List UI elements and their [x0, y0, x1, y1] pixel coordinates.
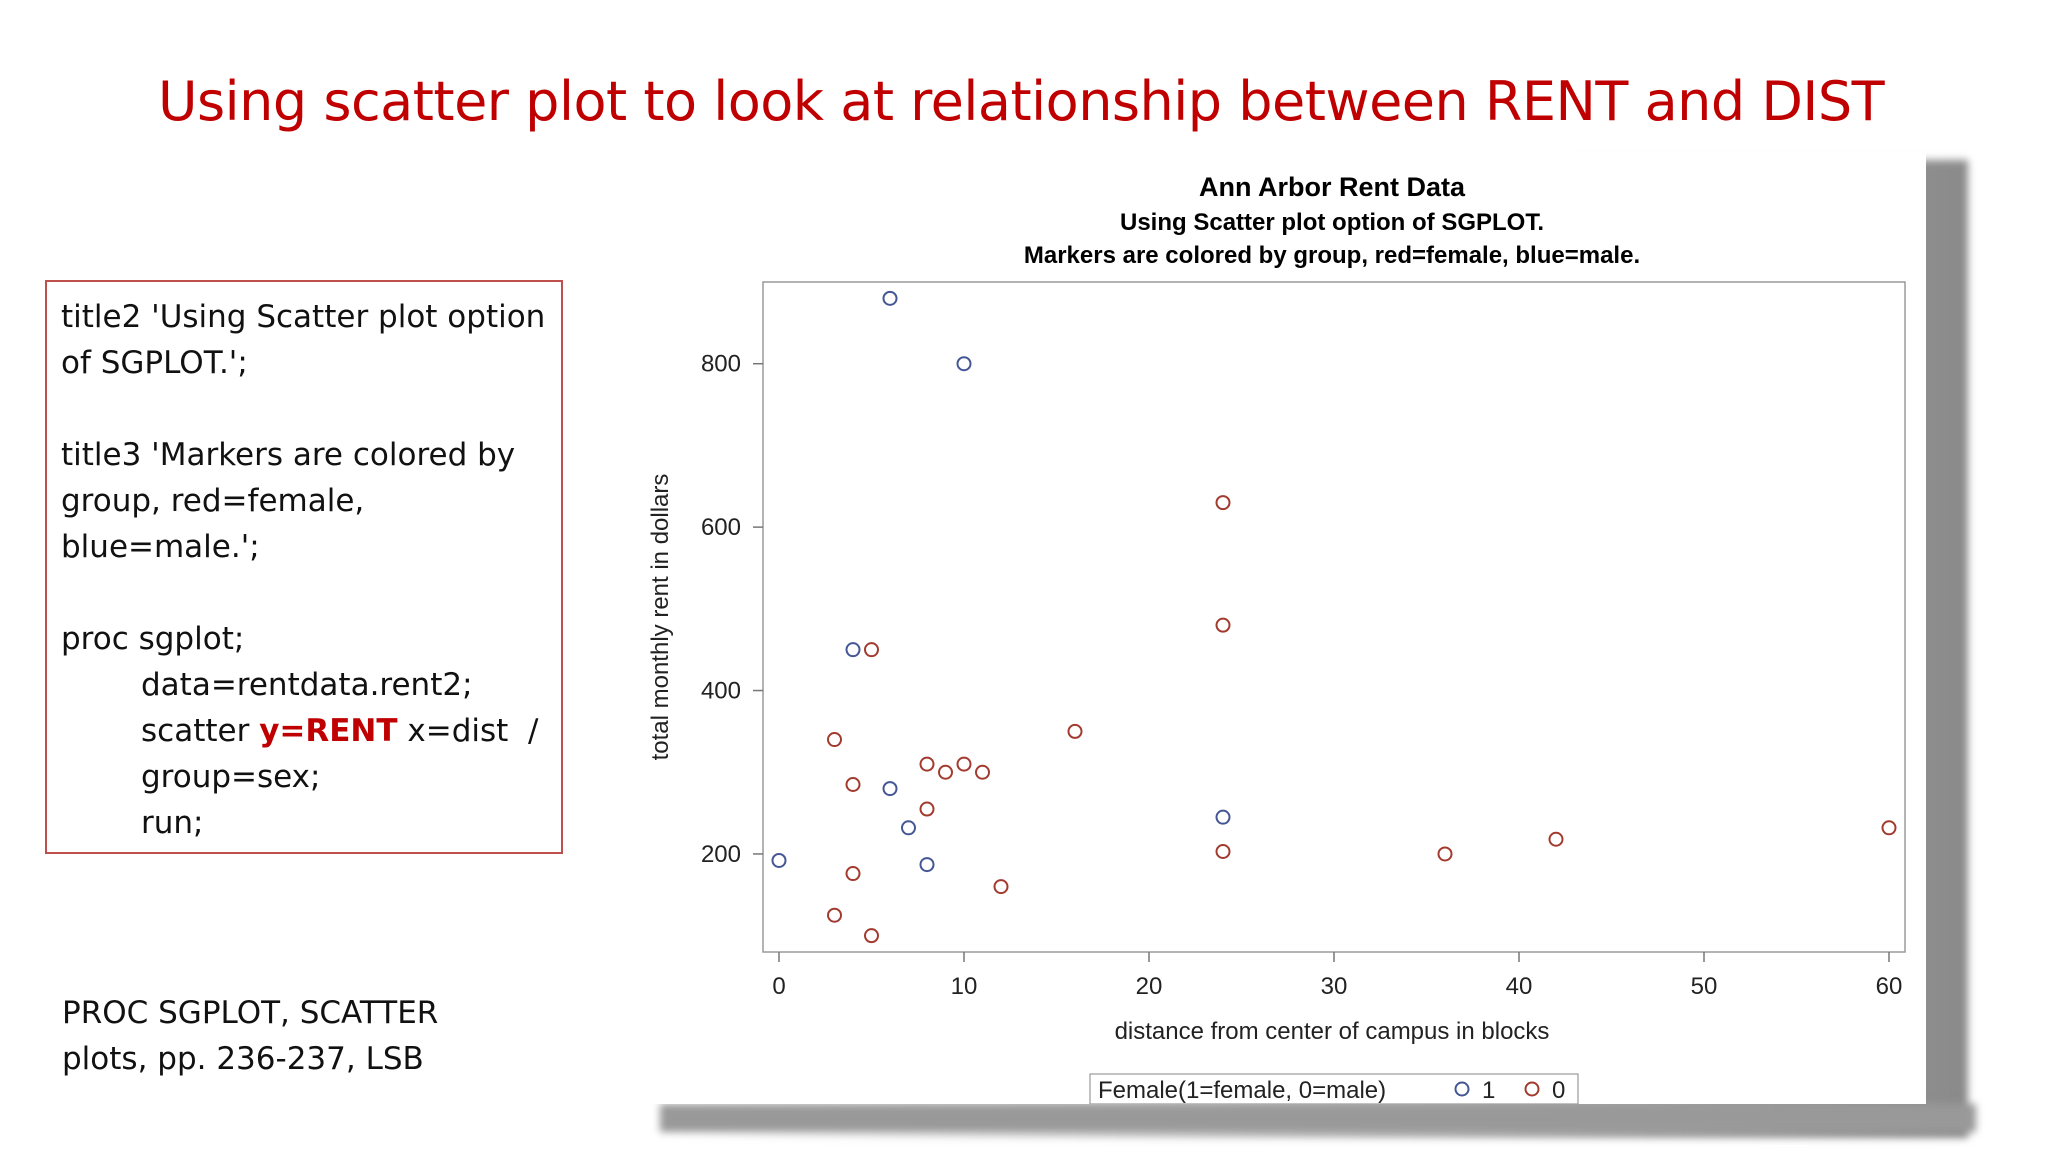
code-line: title2 'Using Scatter plot option — [61, 299, 546, 335]
x-axis-label: distance from center of campus in blocks — [1115, 1018, 1550, 1045]
code-line: blue=male.'; — [61, 529, 260, 565]
x-tick-label: 40 — [1506, 973, 1533, 1000]
code-gap — [61, 386, 547, 432]
code-line: title3 'Markers are colored by — [61, 437, 516, 473]
code-line: data=rentdata.rent2; — [141, 667, 473, 703]
data-point-group-0 — [993, 879, 1009, 895]
chart-title: Ann Arbor Rent Data — [1199, 172, 1466, 202]
reference-note: PROC SGPLOT, SCATTER plots, pp. 236-237,… — [62, 990, 482, 1082]
code-line: group=sex; — [141, 759, 321, 795]
code-line: proc sgplot; — [61, 621, 245, 657]
x-axis: 0 10 20 30 40 50 60 — [772, 952, 1902, 1000]
data-point-group-1 — [882, 781, 898, 797]
data-point-group-0 — [845, 777, 861, 792]
data-point-group-0 — [919, 801, 935, 817]
y-tick-label: 200 — [701, 841, 741, 868]
code-line-scatter: scatter y=RENT x=dist / — [61, 708, 547, 754]
x-tick-label: 50 — [1691, 973, 1718, 1000]
data-point-group-0 — [956, 756, 972, 772]
legend-label-0: 0 — [1552, 1077, 1565, 1104]
data-point-group-0 — [1548, 831, 1564, 847]
data-point-group-0 — [938, 764, 953, 780]
data-point-group-0 — [1437, 846, 1453, 862]
data-point-group-1 — [845, 642, 861, 658]
data-point-group-0 — [845, 866, 861, 882]
y-tick-label: 800 — [701, 351, 741, 378]
data-point-group-1 — [901, 820, 916, 836]
data-point-group-0 — [864, 642, 879, 658]
code-gap — [61, 570, 547, 616]
data-points — [771, 290, 1897, 944]
data-point-group-0 — [1881, 820, 1897, 836]
code-line: group, red=female, — [61, 483, 365, 519]
code-highlight-y-rent: y=RENT — [259, 713, 398, 749]
chart-subtitle: Using Scatter plot option of SGPLOT. — [1120, 209, 1544, 236]
x-tick-label: 30 — [1321, 973, 1348, 1000]
code-line: of SGPLOT.'; — [61, 345, 248, 381]
x-tick-label: 10 — [951, 973, 978, 1000]
y-axis-label: total monthly rent in dollars — [647, 474, 674, 761]
data-point-group-1 — [882, 290, 898, 306]
legend-title: Female(1=female, 0=male) — [1098, 1077, 1386, 1104]
data-point-group-0 — [1215, 617, 1231, 633]
y-axis: 200 400 600 800 — [701, 351, 763, 868]
data-point-group-0 — [864, 928, 879, 944]
code-scatter-keyword: scatter — [141, 713, 260, 749]
legend-marker-1 — [1454, 1081, 1470, 1097]
data-point-group-0 — [827, 907, 842, 923]
legend-label-1: 1 — [1482, 1077, 1495, 1104]
reference-line: plots, pp. 236-237, LSB — [62, 1041, 424, 1077]
data-point-group-0 — [1067, 723, 1083, 739]
y-tick-label: 600 — [701, 514, 741, 541]
scatter-chart: Ann Arbor Rent Data Using Scatter plot o… — [647, 172, 1906, 1105]
data-point-group-0 — [919, 756, 935, 772]
sas-code-box: title2 'Using Scatter plot option of SGP… — [45, 280, 563, 854]
data-point-group-1 — [1215, 809, 1231, 825]
chart-subtitle2: Markers are colored by group, red=female… — [1024, 242, 1640, 269]
data-point-group-0 — [975, 764, 990, 780]
x-tick-label: 60 — [1876, 973, 1903, 1000]
legend-box — [1089, 1073, 1579, 1105]
data-point-group-0 — [827, 732, 842, 748]
code-line: run; — [141, 805, 204, 841]
data-point-group-1 — [771, 852, 787, 868]
figure-shadow-bottom — [660, 1104, 1976, 1132]
legend-marker-0 — [1524, 1081, 1540, 1097]
data-point-group-0 — [1215, 495, 1231, 511]
data-point-group-1 — [919, 857, 935, 873]
scatter-figure: Ann Arbor Rent Data Using Scatter plot o… — [638, 152, 1926, 1105]
y-tick-label: 400 — [701, 678, 741, 705]
data-point-group-0 — [1215, 844, 1231, 859]
reference-line: PROC SGPLOT, SCATTER — [62, 995, 439, 1031]
x-tick-label: 0 — [772, 973, 785, 1000]
x-tick-label: 20 — [1136, 973, 1163, 1000]
code-x-dist: x=dist / — [397, 713, 539, 749]
slide-title: Using scatter plot to look at relationsh… — [158, 70, 1885, 133]
plot-area — [762, 281, 1906, 953]
data-point-group-1 — [956, 356, 972, 372]
